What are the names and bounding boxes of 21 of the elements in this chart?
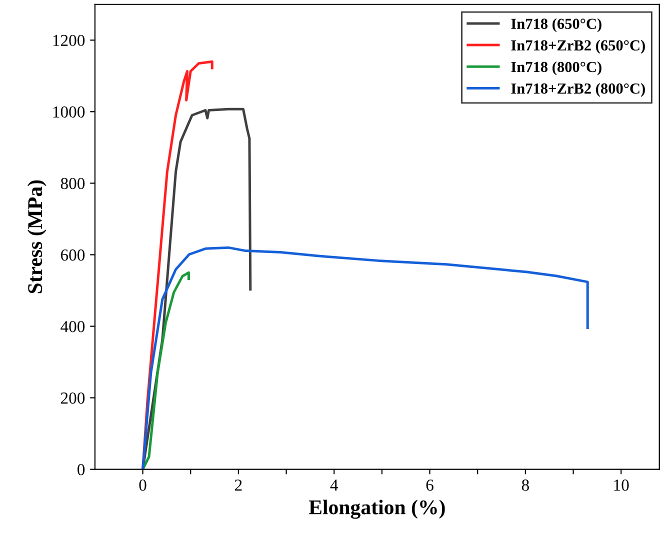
- y-tick-label: 200: [60, 392, 85, 404]
- legend-label: In718 (800°C): [511, 61, 602, 76]
- y-axis-title: Stress (MPa): [27, 180, 46, 294]
- x-tick-label: 8: [522, 480, 529, 491]
- line-series: [142, 246, 589, 470]
- x-tick-label: 4: [330, 480, 338, 491]
- x-tick-label: 6: [426, 480, 434, 491]
- legend-label: In718+ZrB2 (800°C): [511, 82, 645, 97]
- y-tick-label: 400: [60, 320, 85, 332]
- y-tick-label: 1200: [53, 34, 85, 46]
- x-tick-label: 10: [614, 480, 629, 491]
- legend-label: In718 (650°C): [511, 18, 602, 32]
- legend-label: In718+ZrB2 (650°C): [511, 40, 645, 54]
- x-tick-label: 2: [235, 480, 242, 491]
- x-tick-label: 0: [139, 480, 146, 491]
- y-tick-label: 1000: [53, 106, 85, 118]
- y-tick-label: 800: [60, 178, 85, 190]
- y-tick-label: 0: [78, 464, 85, 476]
- y-tick-label: 600: [60, 249, 85, 261]
- x-axis-title: Elongation (%): [308, 500, 445, 519]
- line-series: [142, 271, 190, 470]
